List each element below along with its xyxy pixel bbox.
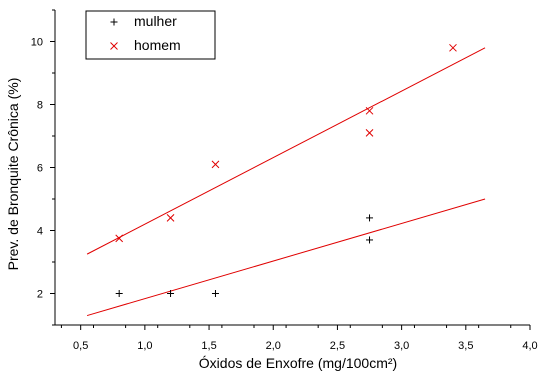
- point-mulher: [211, 290, 219, 297]
- fit-line-mulher: [86, 198, 486, 317]
- point-homem: [211, 160, 220, 169]
- point-homem: [166, 214, 175, 222]
- legend-box: [85, 10, 216, 60]
- y-tick-label: 6: [37, 163, 43, 175]
- x-tick-label: 2,5: [330, 340, 345, 352]
- x-tick-label: 4,0: [522, 340, 537, 352]
- marker-stroke: [110, 42, 118, 50]
- y-axis-ticks: 2 4 6 8 10: [31, 9, 55, 326]
- data-points: [115, 43, 457, 297]
- marker-stroke: [115, 234, 124, 243]
- x-tick-label: 3,0: [394, 340, 409, 352]
- marker-stroke: [365, 128, 374, 137]
- legend-marker-homem: [110, 42, 118, 50]
- fit-line-homem: [86, 47, 486, 255]
- fit-lines: [86, 47, 486, 317]
- x-tick-label: 1,0: [137, 340, 152, 352]
- point-homem: [449, 43, 457, 52]
- legend: mulher homem: [85, 10, 216, 60]
- y-tick-label: 2: [37, 289, 43, 301]
- x-tick-label: 3,5: [458, 340, 473, 352]
- x-axis-ticks: 0,5 1,0 1,5 2,0 2,5 3,0 3,5 4,0: [60, 325, 538, 352]
- y-tick-label: 10: [31, 37, 43, 49]
- marker-stroke: [449, 43, 457, 52]
- y-tick-label: 8: [37, 100, 43, 112]
- point-homem: [365, 106, 374, 115]
- legend-label-homem: homem: [134, 37, 181, 53]
- x-tick-label: 1,5: [201, 340, 216, 352]
- x-axis-label: Óxidos de Enxofre (mg/100cm²): [199, 355, 397, 371]
- y-axis-label: Prev. de Bronquite Crônica (%): [5, 78, 21, 271]
- point-mulher: [167, 290, 175, 297]
- marker-stroke: [211, 160, 220, 169]
- legend-markers: [110, 18, 118, 50]
- legend-marker-mulher: [110, 18, 118, 26]
- point-homem: [365, 128, 374, 137]
- point-mulher: [366, 236, 374, 244]
- y-tick-label: 4: [37, 226, 43, 238]
- point-homem: [115, 234, 124, 243]
- point-mulher: [115, 290, 123, 297]
- x-tick-label: 0,5: [73, 340, 88, 352]
- legend-label-mulher: mulher: [134, 13, 177, 29]
- point-mulher: [366, 214, 374, 222]
- marker-stroke: [166, 214, 175, 222]
- marker-stroke: [365, 106, 374, 115]
- x-tick-label: 2,0: [266, 340, 281, 352]
